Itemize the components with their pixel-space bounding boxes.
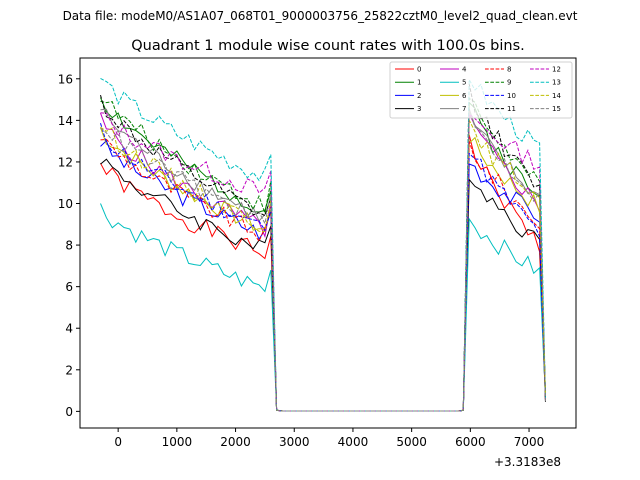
x-axis-offset-label: +3.3183e8 bbox=[494, 455, 561, 469]
legend-label-15: 15 bbox=[552, 105, 561, 113]
legend-label-6: 6 bbox=[462, 92, 467, 100]
legend-label-8: 8 bbox=[507, 66, 511, 74]
y-tick-label: 2 bbox=[65, 363, 73, 377]
legend-label-14: 14 bbox=[552, 92, 561, 100]
legend-label-13: 13 bbox=[552, 79, 561, 87]
legend-label-0: 0 bbox=[417, 66, 421, 74]
x-tick-label: 3000 bbox=[279, 435, 310, 449]
y-tick-label: 12 bbox=[58, 155, 73, 169]
y-axis-ticks: 0 2 4 6 8 10 12 14 16 bbox=[58, 72, 80, 419]
legend-label-9: 9 bbox=[507, 79, 511, 87]
series-line-0 bbox=[100, 134, 546, 412]
x-axis-ticks: 0 1000 2000 3000 4000 5000 6000 7000 bbox=[114, 428, 544, 449]
legend-label-5: 5 bbox=[462, 79, 466, 87]
x-tick-label: 0 bbox=[114, 435, 122, 449]
series-line-5 bbox=[100, 203, 546, 412]
legend-label-12: 12 bbox=[552, 66, 561, 74]
series-line-4 bbox=[100, 112, 546, 412]
y-tick-label: 4 bbox=[65, 322, 73, 336]
x-tick-label: 7000 bbox=[514, 435, 545, 449]
x-tick-label: 5000 bbox=[396, 435, 427, 449]
series-line-9 bbox=[100, 97, 546, 412]
series-line-3 bbox=[100, 158, 546, 412]
plot-area-frame bbox=[79, 57, 577, 429]
chart-title: Quadrant 1 module wise count rates with … bbox=[131, 38, 525, 54]
legend-label-10: 10 bbox=[507, 92, 516, 100]
legend-label-2: 2 bbox=[417, 92, 421, 100]
legend-box bbox=[389, 61, 573, 119]
y-tick-label: 10 bbox=[58, 197, 73, 211]
y-tick-label: 8 bbox=[65, 239, 73, 253]
series-line-1 bbox=[100, 97, 546, 412]
legend-label-3: 3 bbox=[417, 105, 421, 113]
x-tick-label: 4000 bbox=[338, 435, 369, 449]
legend-label-1: 1 bbox=[417, 79, 421, 87]
legend-label-4: 4 bbox=[462, 66, 467, 74]
legend-label-11: 11 bbox=[507, 105, 516, 113]
legend-label-7: 7 bbox=[462, 105, 466, 113]
x-tick-label: 2000 bbox=[220, 435, 251, 449]
y-tick-label: 14 bbox=[58, 114, 73, 128]
series-line-14 bbox=[100, 119, 546, 412]
chart-suptitle: Data file: modeM0/AS1A07_068T01_90000037… bbox=[63, 9, 578, 23]
series-line-11 bbox=[100, 83, 546, 412]
series-line-15 bbox=[100, 110, 546, 412]
x-tick-label: 1000 bbox=[162, 435, 193, 449]
series-line-10 bbox=[100, 123, 546, 412]
y-tick-label: 16 bbox=[58, 72, 73, 86]
series-line-12 bbox=[100, 112, 546, 412]
x-tick-label: 6000 bbox=[455, 435, 486, 449]
y-tick-label: 0 bbox=[65, 405, 73, 419]
series-lines bbox=[100, 77, 546, 412]
y-tick-label: 6 bbox=[65, 280, 73, 294]
